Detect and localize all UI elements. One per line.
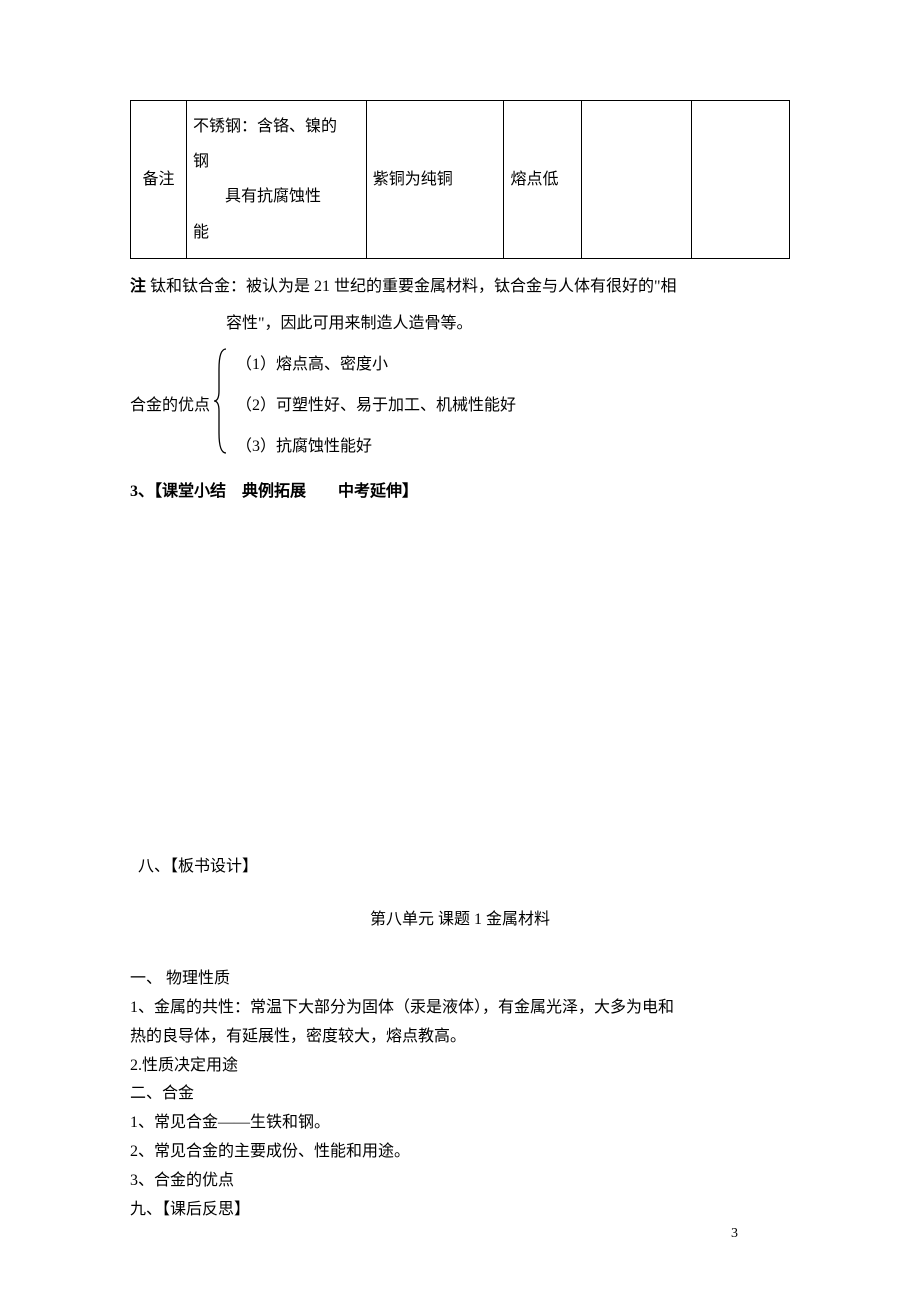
cell-steel: 不锈钢：含铬、镍的 钢 具有抗腐蚀性 能 [186, 101, 366, 259]
outline-line: 热的良导体，有延展性，密度较大，熔点教高。 [130, 1023, 790, 1052]
cell-melting: 熔点低 [504, 101, 582, 259]
brace-label: 合金的优点 [130, 347, 212, 464]
outline-line: 2、常见合金的主要成份、性能和用途。 [130, 1138, 790, 1167]
page-number: 3 [731, 1226, 738, 1242]
brace-item: （3）抗腐蚀性能好 [236, 429, 516, 464]
outline-h1: 一、 物理性质 [130, 965, 790, 994]
cell-line: 不锈钢：含铬、镍的 [193, 109, 360, 144]
outline-line: 3、合金的优点 [130, 1167, 790, 1196]
outline-block: 一、 物理性质 1、金属的共性：常温下大部分为固体（汞是液体），有金属光泽，大多… [130, 965, 790, 1224]
brace-items: （1）熔点高、密度小 （2）可塑性好、易于加工、机械性能好 （3）抗腐蚀性能好 [230, 347, 516, 464]
cell-label: 备注 [131, 101, 187, 259]
outline-line: 1、常见合金——生铁和钢。 [130, 1109, 790, 1138]
brace-item: （1）熔点高、密度小 [236, 347, 516, 382]
unit-title: 第八单元 课题 1 金属材料 [130, 902, 790, 937]
outline-h2: 二、合金 [130, 1080, 790, 1109]
section-9-heading: 九、【课后反思】 [130, 1196, 790, 1225]
left-brace-icon [212, 347, 230, 464]
outline-line: 2.性质决定用途 [130, 1052, 790, 1081]
brace-item: （2）可塑性好、易于加工、机械性能好 [236, 388, 516, 423]
cell-line: 能 [193, 215, 360, 250]
note-label: 注 [130, 278, 146, 295]
cell-empty [582, 101, 692, 259]
cell-empty [692, 101, 790, 259]
outline-line: 1、金属的共性：常温下大部分为固体（汞是液体），有金属光泽，大多为电和 [130, 994, 790, 1023]
notes-table: 备注 不锈钢：含铬、镍的 钢 具有抗腐蚀性 能 紫铜为纯铜 熔点低 [130, 100, 790, 259]
note-line-2: 容性"，因此可用来制造人造骨等。 [130, 306, 790, 341]
cell-line: 具有抗腐蚀性 [193, 179, 360, 214]
note-text: 钛和钛合金：被认为是 21 世纪的重要金属材料，钛合金与人体有很好的"相 [150, 278, 677, 295]
note-line-1: 注 钛和钛合金：被认为是 21 世纪的重要金属材料，钛合金与人体有很好的"相 [130, 269, 790, 304]
section-3-heading: 3、【课堂小结 典例拓展 中考延伸】 [130, 474, 790, 509]
document-page: 备注 不锈钢：含铬、镍的 钢 具有抗腐蚀性 能 紫铜为纯铜 熔点低 注 钛和钛合… [0, 0, 920, 1284]
cell-copper: 紫铜为纯铜 [366, 101, 504, 259]
section-8-heading: 八、【板书设计】 [130, 849, 790, 884]
cell-line: 钢 [193, 144, 360, 179]
brace-block: 合金的优点 （1）熔点高、密度小 （2）可塑性好、易于加工、机械性能好 （3）抗… [130, 347, 790, 464]
table-row: 备注 不锈钢：含铬、镍的 钢 具有抗腐蚀性 能 紫铜为纯铜 熔点低 [131, 101, 790, 259]
